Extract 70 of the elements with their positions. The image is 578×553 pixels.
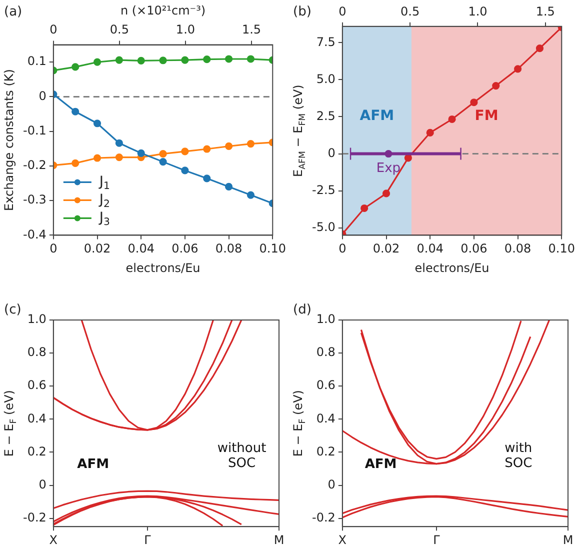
y-tick-label: 0.6: [316, 378, 336, 392]
x-tick-label: 0: [338, 242, 346, 256]
y-tick-label: -5.0: [312, 220, 336, 234]
x-tick-label: 0.02: [84, 242, 111, 256]
y-tick-label: 0.4: [316, 411, 336, 426]
y-tick-label: 0.2: [316, 444, 336, 458]
x-tick-label: M: [274, 532, 284, 547]
y-axis-title: EAFM − EFM (eV): [291, 84, 308, 177]
y-tick-label: -0.2: [312, 510, 336, 524]
x-tick-label: 0.04: [128, 242, 154, 256]
x2-axis-title: n (×10²¹cm⁻³): [120, 3, 206, 18]
y-tick-label: 0.2: [27, 444, 46, 458]
x-axis-title: electrons/Eu: [126, 260, 200, 275]
y-tick-label: 0.1: [27, 54, 46, 68]
x-tick-label: X: [338, 532, 347, 547]
annotation: AFM: [77, 456, 110, 472]
y-tick-label: -0.4: [22, 227, 46, 242]
annotation: with SOC: [504, 441, 532, 472]
y-axis-title: Exchange constants (K): [2, 69, 16, 211]
x-axis-title: electrons/Eu: [414, 260, 490, 275]
x-tick-label: X: [49, 532, 58, 547]
x2-tick-label: 0.5: [400, 4, 420, 18]
chart-title: (a): [4, 4, 22, 20]
x-tick-label: Γ: [433, 532, 440, 547]
x-tick-label: 0.10: [548, 242, 575, 256]
y-tick-label: 0: [328, 477, 336, 492]
x2-tick-label: 0: [338, 4, 346, 18]
band-label: FM: [474, 108, 498, 124]
x2-tick-label: 0.5: [110, 22, 129, 37]
y-tick-label: 2.5: [316, 108, 336, 123]
y-tick-label: 0.6: [27, 378, 46, 392]
x2-tick-label: 1.0: [176, 22, 196, 37]
x2-tick-label: 1.0: [468, 4, 488, 18]
y-tick-label: -2.5: [312, 182, 336, 197]
y-tick-label: -0.3: [22, 192, 46, 207]
annotation: without SOC: [217, 441, 266, 472]
x-tick-label: 0.06: [172, 242, 198, 256]
chart-title: (b): [293, 4, 312, 20]
x-tick-label: 0.08: [215, 242, 242, 256]
x2-tick-label: 1.5: [536, 4, 555, 18]
y-tick-label: -0.2: [22, 510, 46, 524]
series-label: Exp: [376, 161, 401, 176]
x-tick-label: M: [562, 532, 574, 547]
x-tick-label: 0.04: [416, 242, 444, 256]
chart-title: (d): [293, 302, 312, 318]
x-tick-label: 0.02: [372, 242, 400, 256]
y-tick-label: 0: [38, 477, 46, 492]
y-tick-label: -0.1: [22, 123, 46, 138]
y-tick-label: 1.0: [316, 312, 336, 326]
y-tick-label: 0.8: [27, 345, 46, 360]
annotation: AFM: [364, 456, 397, 472]
chart-title: (c): [4, 302, 22, 318]
x-tick-label: 0.06: [460, 242, 488, 256]
x-tick-label: Γ: [144, 532, 152, 547]
y-tick-label: 0.8: [316, 345, 336, 360]
x-tick-label: 0.10: [259, 242, 286, 256]
band-label: AFM: [360, 108, 394, 124]
y-axis-title: E − EF (eV): [2, 390, 19, 457]
x-tick-label: 0.08: [504, 242, 532, 256]
y-axis-title: E − EF (eV): [291, 390, 308, 457]
y-tick-label: 0: [38, 88, 46, 103]
y-tick-label: 1.0: [27, 312, 46, 326]
y-tick-label: 7.5: [316, 34, 336, 49]
y-tick-label: 0: [328, 146, 336, 160]
y-tick-label: 5.0: [316, 72, 336, 86]
y-tick-label: 0.4: [27, 411, 46, 426]
x2-tick-label: 1.5: [242, 22, 262, 37]
x2-tick-label: 0: [50, 22, 58, 37]
x-tick-label: 0: [50, 242, 58, 256]
y-tick-label: -0.2: [22, 158, 46, 172]
